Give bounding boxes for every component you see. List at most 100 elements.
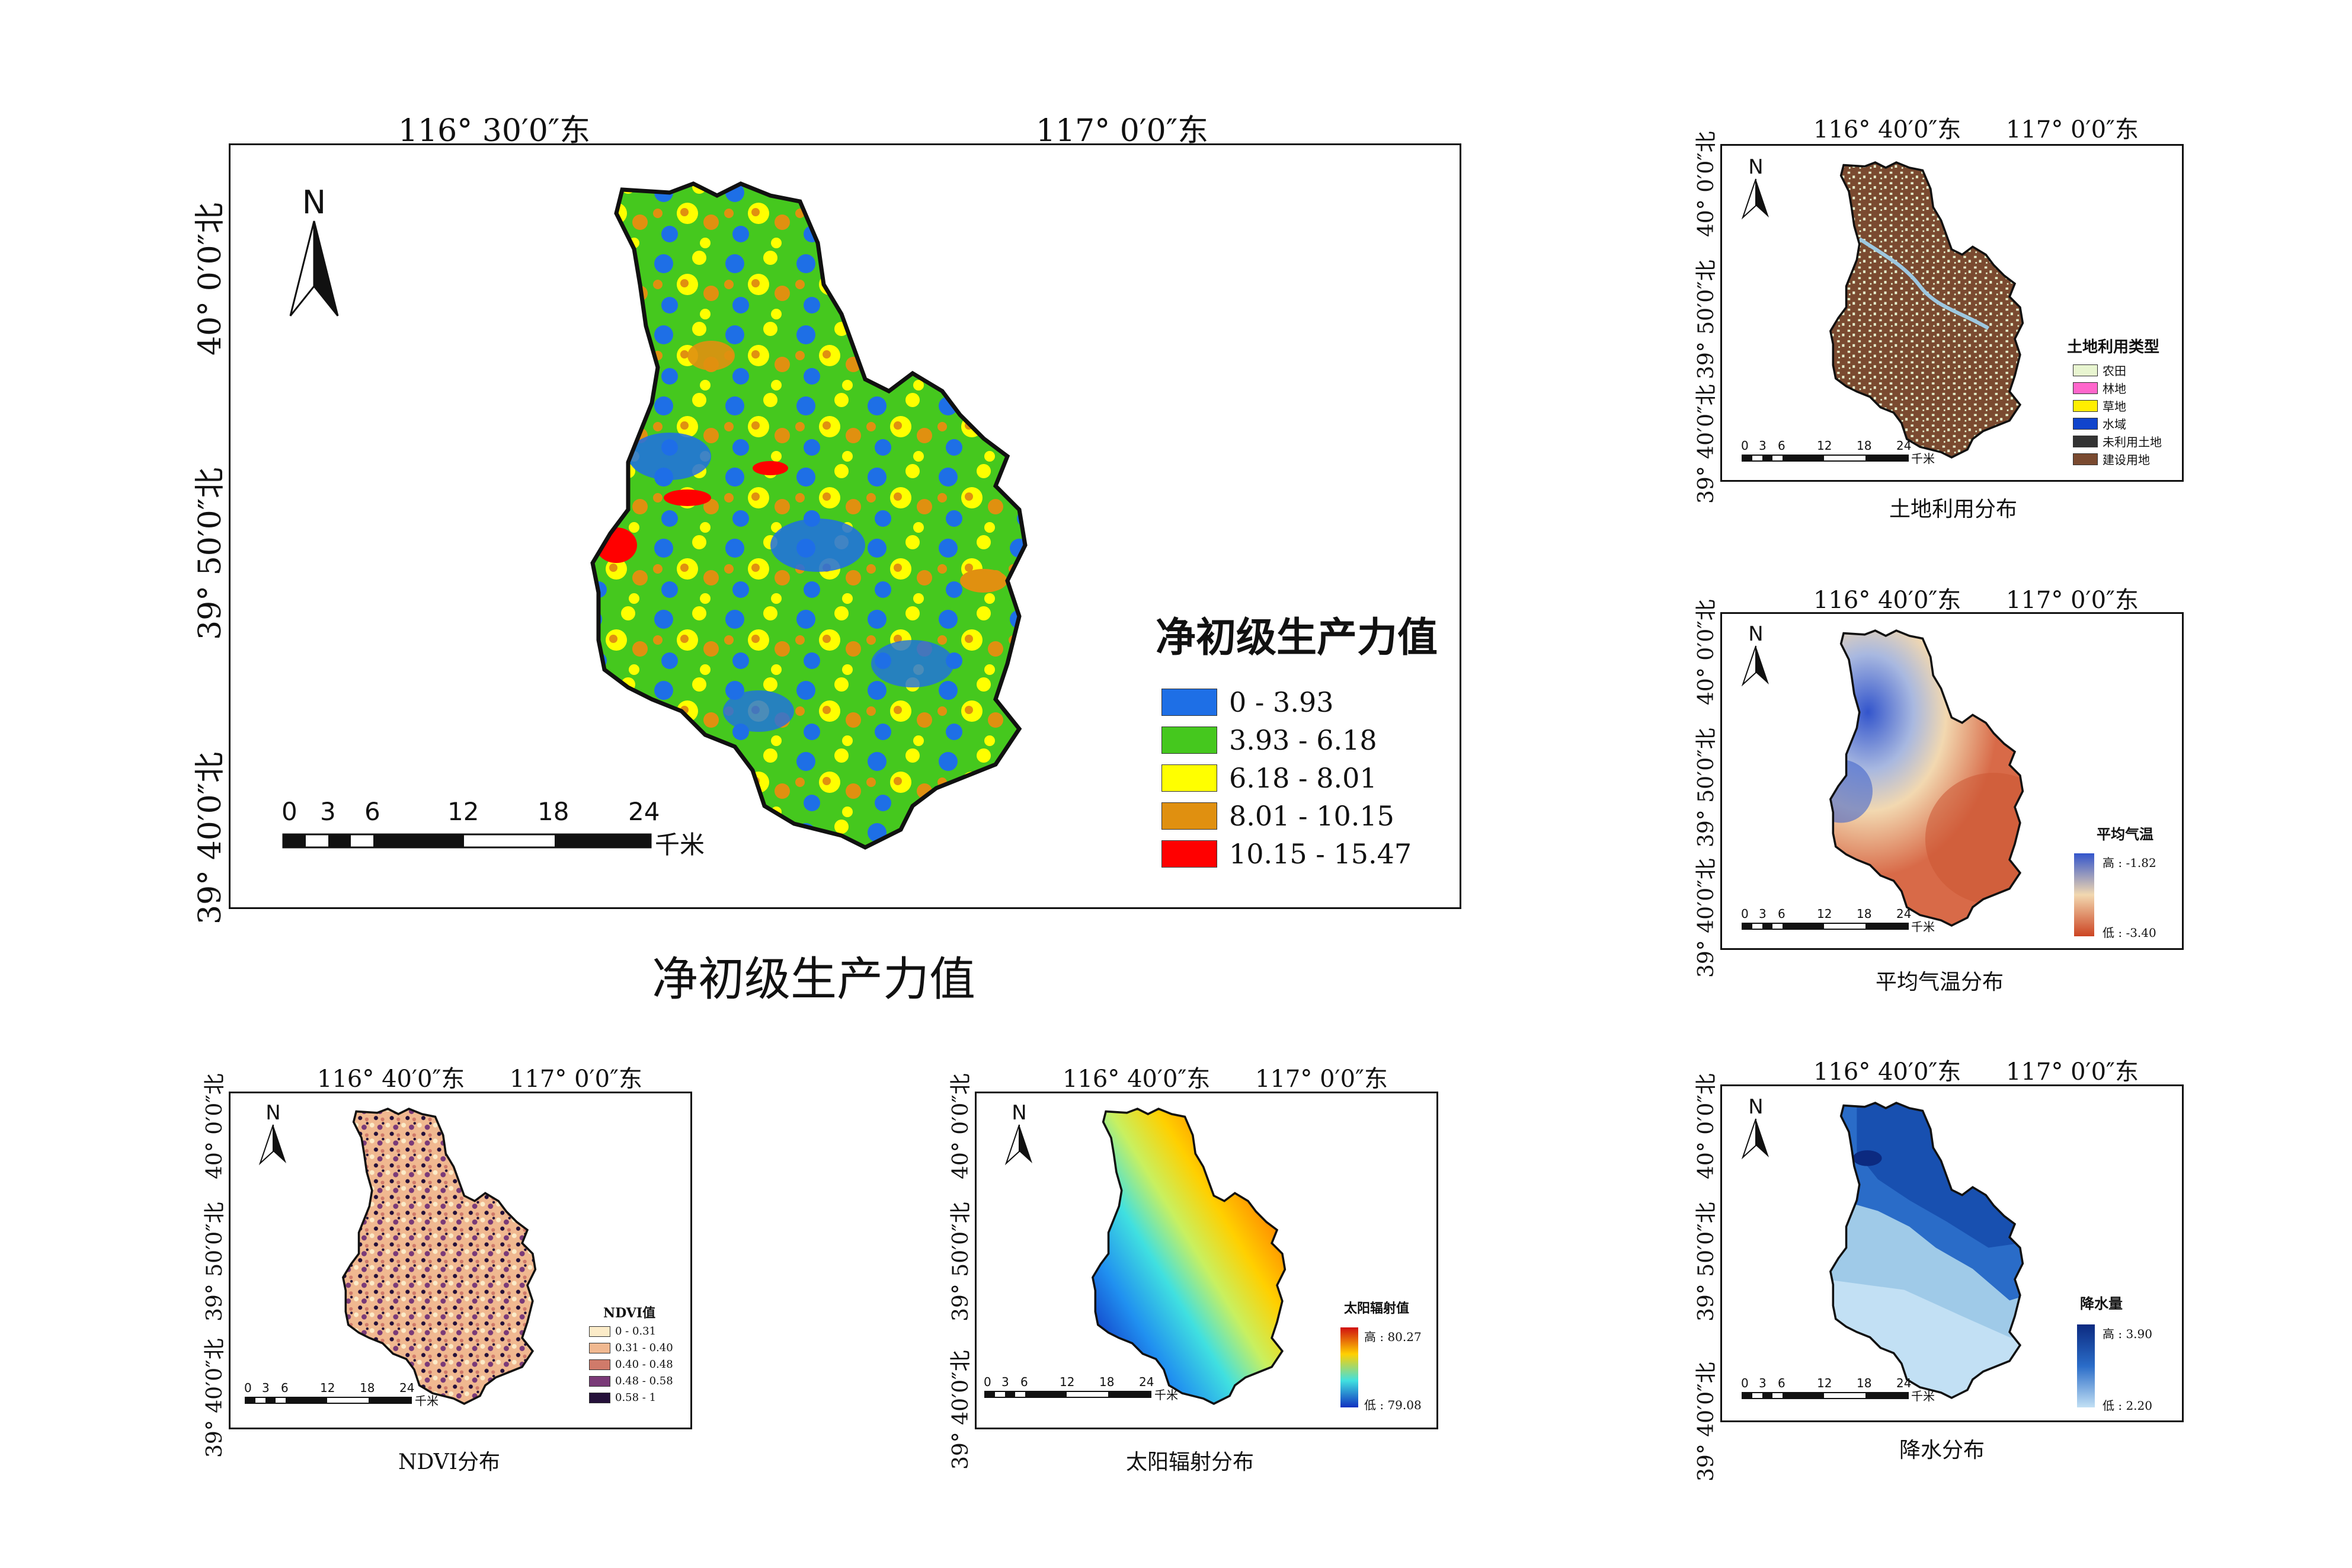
legend-swatch xyxy=(1161,802,1217,830)
ndvi-lon-label-1: 116° 40′0″东 xyxy=(317,1065,465,1093)
precip-region-map xyxy=(1829,1102,2024,1399)
main-legend-item: 10.15 - 15.47 xyxy=(1161,838,1412,870)
scale-tick: 24 xyxy=(1896,1376,1912,1390)
main-legend-item: 6.18 - 8.01 xyxy=(1161,762,1377,794)
precip-lat-label-1: 40° 0′0″北 xyxy=(1694,1073,1719,1179)
scale-tick: 6 xyxy=(1778,439,1785,453)
north-arrow-icon xyxy=(258,1124,286,1166)
precip-lon-label-2: 117° 0′0″东 xyxy=(2006,1058,2139,1086)
precip-lat-label-2: 39° 50′0″北 xyxy=(1694,1202,1719,1321)
ndvi-north-arrow: N xyxy=(258,1101,288,1166)
precip-scale-bar xyxy=(1742,1392,1909,1399)
legend-label: 0 - 0.31 xyxy=(615,1325,657,1337)
ndvi-legend-item: 0.48 - 0.58 xyxy=(589,1375,673,1387)
scale-tick: 12 xyxy=(1817,907,1832,921)
legend-label: 农田 xyxy=(2103,364,2126,378)
scale-tick: 3 xyxy=(1759,907,1767,921)
legend-label: 10.15 - 15.47 xyxy=(1229,838,1412,870)
landuse-lat-label-3: 39° 40′0″北 xyxy=(1694,384,1719,504)
temp-caption: 平均气温分布 xyxy=(1876,970,2004,994)
legend-swatch xyxy=(2073,435,2098,447)
solar-legend-title: 太阳辐射值 xyxy=(1344,1301,1410,1316)
solar-lat-label-3: 39° 40′0″北 xyxy=(949,1350,973,1470)
main-caption: 净初级生产力值 xyxy=(652,953,976,1006)
scale-tick: 0 xyxy=(1741,907,1749,921)
landuse-scale-unit: 千米 xyxy=(1911,452,1935,466)
scale-tick: 12 xyxy=(1817,1376,1832,1390)
ndvi-region-map xyxy=(342,1108,537,1405)
landuse-legend-item: 林地 xyxy=(2073,379,2126,396)
legend-swatch xyxy=(2073,417,2098,430)
scale-tick: 12 xyxy=(1817,439,1832,453)
ndvi-legend-item: 0.31 - 0.40 xyxy=(589,1342,673,1354)
legend-swatch xyxy=(2073,453,2098,465)
scale-tick: 6 xyxy=(364,797,380,826)
legend-label: 0.58 - 1 xyxy=(615,1391,657,1404)
scale-tick: 18 xyxy=(537,797,569,826)
precip-lat-label-3: 39° 40′0″北 xyxy=(1694,1362,1719,1481)
solar-lat-label-1: 40° 0′0″北 xyxy=(949,1073,973,1179)
solar-low-label: 低 : 79.08 xyxy=(1364,1398,1422,1412)
temp-color-ramp xyxy=(2074,853,2094,936)
landuse-legend-title: 土地利用类型 xyxy=(2067,338,2160,356)
solar-lon-label-2: 117° 0′0″东 xyxy=(1255,1065,1388,1093)
main-legend-item: 3.93 - 6.18 xyxy=(1161,724,1377,756)
temp-lon-label-1: 116° 40′0″东 xyxy=(1813,587,1961,614)
temp-scale-bar xyxy=(1742,923,1909,930)
legend-label: 水域 xyxy=(2103,417,2126,431)
main-lat-label-1: 40° 0′0″北 xyxy=(193,202,228,356)
legend-swatch xyxy=(589,1375,610,1387)
scale-tick: 0 xyxy=(984,1375,991,1389)
main-scale-bar xyxy=(282,833,652,849)
legend-label: 3.93 - 6.18 xyxy=(1229,724,1377,756)
north-arrow-icon xyxy=(1004,1124,1032,1166)
legend-swatch xyxy=(2073,364,2098,376)
ndvi-legend-item: 0.58 - 1 xyxy=(589,1391,656,1404)
scale-tick: 3 xyxy=(320,797,336,826)
landuse-legend-item: 草地 xyxy=(2073,397,2126,414)
legend-label: 0.48 - 0.58 xyxy=(615,1375,673,1387)
legend-label: 8.01 - 10.15 xyxy=(1229,800,1394,832)
landuse-legend-item: 水域 xyxy=(2073,415,2126,432)
landuse-region-map xyxy=(1829,161,2024,459)
ndvi-scale-unit: 千米 xyxy=(415,1394,439,1408)
scale-tick: 6 xyxy=(1778,907,1785,921)
legend-swatch xyxy=(2073,399,2098,412)
north-label: N xyxy=(265,1101,281,1125)
scale-tick: 0 xyxy=(244,1381,252,1395)
ndvi-caption: NDVI分布 xyxy=(398,1450,500,1474)
scale-tick: 6 xyxy=(1020,1375,1028,1389)
scale-tick: 0 xyxy=(281,797,297,826)
landuse-legend-item: 未利用土地 xyxy=(2073,433,2162,450)
north-arrow-icon xyxy=(1741,1118,1769,1160)
scale-tick: 12 xyxy=(320,1381,335,1395)
legend-swatch xyxy=(589,1326,610,1337)
legend-label: 6.18 - 8.01 xyxy=(1229,762,1377,794)
legend-label: 林地 xyxy=(2103,382,2126,396)
main-lat-label-3: 39° 40′0″北 xyxy=(193,751,228,924)
landuse-lat-label-1: 40° 0′0″北 xyxy=(1694,131,1719,237)
temp-region-map xyxy=(1829,629,2024,927)
temp-lat-label-1: 40° 0′0″北 xyxy=(1694,599,1719,705)
main-legend-item: 8.01 - 10.15 xyxy=(1161,800,1394,832)
legend-swatch xyxy=(589,1392,610,1403)
legend-swatch xyxy=(2073,382,2098,394)
scale-tick: 12 xyxy=(1060,1375,1075,1389)
legend-label: 草地 xyxy=(2103,399,2126,414)
legend-label: 未利用土地 xyxy=(2103,435,2162,449)
temp-legend-title: 平均气温 xyxy=(2097,825,2153,843)
legend-label: 0 - 3.93 xyxy=(1229,686,1334,718)
ndvi-lat-label-2: 39° 50′0″北 xyxy=(203,1202,227,1321)
scale-tick: 3 xyxy=(262,1381,270,1395)
legend-swatch xyxy=(589,1359,610,1370)
solar-region-map xyxy=(1092,1108,1287,1405)
scale-tick: 24 xyxy=(399,1381,415,1395)
precip-caption: 降水分布 xyxy=(1899,1438,1985,1463)
north-label: N xyxy=(1748,622,1764,646)
landuse-lon-label-1: 116° 40′0″东 xyxy=(1813,116,1961,143)
solar-lon-label-1: 116° 40′0″东 xyxy=(1063,1065,1211,1093)
temp-lat-label-3: 39° 40′0″北 xyxy=(1694,858,1719,978)
main-scale-unit: 千米 xyxy=(655,830,705,859)
main-lon-label-1: 116° 30′0″东 xyxy=(398,113,591,149)
ndvi-lon-label-2: 117° 0′0″东 xyxy=(510,1065,642,1093)
